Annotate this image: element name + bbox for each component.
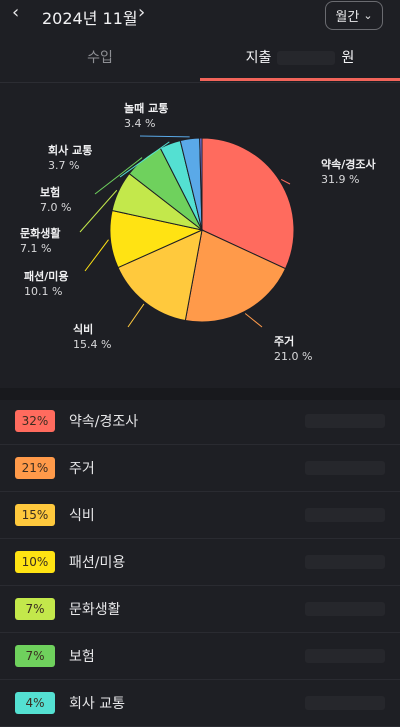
tab-bar: 수입 지출 원 — [0, 42, 400, 83]
percent-badge: 21% — [15, 457, 55, 479]
leader-line — [79, 189, 118, 233]
percent-badge: 15% — [15, 504, 55, 526]
slice-label: 보험 — [40, 185, 60, 199]
masked-amount — [305, 602, 385, 616]
currency-unit: 원 — [341, 50, 355, 66]
pie-chart: 약속/경조사 31.9 % 주거 21.0 % 식비 15.4 % 패션/미용 10.1 % 문… — [0, 84, 400, 384]
slice-percent: 21.0 % — [274, 350, 312, 363]
section-divider — [0, 388, 400, 400]
category-label: 식비 — [69, 508, 95, 524]
category-row[interactable]: 32% 약속/경조사 — [0, 398, 400, 445]
category-label: 주거 — [69, 461, 95, 477]
slice-label: 주거 — [274, 334, 294, 348]
tab-expense-label: 지출 — [245, 50, 272, 66]
slice-label: 약속/경조사 — [321, 157, 376, 171]
pie-slice[interactable] — [184, 229, 287, 323]
leader-line — [244, 313, 263, 328]
leader-line — [280, 178, 291, 185]
pie-slice[interactable] — [117, 229, 203, 322]
masked-amount — [277, 51, 336, 65]
percent-badge: 7% — [15, 645, 55, 667]
period-select[interactable]: 월간 ⌄ — [325, 1, 383, 30]
category-row[interactable]: 4% 회사 교통 — [0, 680, 400, 727]
percent-badge: 4% — [15, 692, 55, 714]
category-label: 약속/경조사 — [69, 414, 139, 430]
tab-income-label: 수입 — [87, 50, 113, 66]
category-label: 문화생활 — [69, 602, 121, 618]
masked-amount — [305, 414, 385, 428]
category-row[interactable]: 10% 패션/미용 — [0, 539, 400, 586]
tab-expense[interactable]: 지출 원 — [200, 42, 400, 81]
masked-amount — [305, 696, 385, 710]
leader-line — [127, 303, 145, 328]
leader-line — [94, 157, 143, 195]
percent-badge: 10% — [15, 551, 55, 573]
slice-label: 패션/미용 — [24, 269, 69, 283]
slice-percent: 10.1 % — [24, 285, 62, 298]
slice-percent: 15.4 % — [73, 338, 111, 351]
category-label: 보험 — [69, 649, 95, 665]
percent-badge: 32% — [15, 410, 55, 432]
masked-amount — [305, 649, 385, 663]
pie-slice[interactable] — [201, 137, 295, 270]
header-bar: ‹ 2024년 11월 › 월간 ⌄ — [0, 0, 400, 32]
category-label: 회사 교통 — [69, 696, 125, 712]
slice-label: 식비 — [73, 322, 93, 336]
pie-chart-svg: 약속/경조사 31.9 % 주거 21.0 % 식비 15.4 % 패션/미용 10.1 % 문… — [20, 101, 376, 363]
slice-percent: 3.4 % — [124, 117, 155, 130]
category-list: 32% 약속/경조사 21% 주거 15% 식비 10% 패션/미용 7% 문화생활 7% 보험 4% 회… — [0, 398, 400, 727]
pie-slice[interactable] — [199, 137, 203, 231]
leader-line — [139, 135, 190, 138]
slice-label: 문화생활 — [20, 226, 60, 240]
category-row[interactable]: 7% 문화생활 — [0, 586, 400, 633]
slice-percent: 31.9 % — [321, 173, 359, 186]
category-row[interactable]: 21% 주거 — [0, 445, 400, 492]
tab-income[interactable]: 수입 — [0, 42, 200, 81]
slice-percent: 7.0 % — [40, 201, 71, 214]
category-row[interactable]: 7% 보험 — [0, 633, 400, 680]
slice-percent: 3.7 % — [48, 159, 79, 172]
month-label[interactable]: 2024년 11월 — [42, 9, 138, 28]
chevron-right-icon[interactable]: › — [138, 2, 146, 23]
category-row[interactable]: 15% 식비 — [0, 492, 400, 539]
slice-percent: 7.1 % — [20, 242, 51, 255]
masked-amount — [305, 461, 385, 475]
percent-badge: 7% — [15, 598, 55, 620]
slice-label: 놀때 교통 — [124, 101, 168, 115]
category-label: 패션/미용 — [69, 555, 126, 571]
period-label: 월간 — [335, 10, 360, 25]
chevron-down-icon: ⌄ — [363, 9, 373, 22]
masked-amount — [305, 555, 385, 569]
masked-amount — [305, 508, 385, 522]
slice-label: 회사 교통 — [48, 143, 92, 157]
leader-line — [84, 239, 109, 272]
leader-line — [119, 141, 170, 178]
chevron-left-icon[interactable]: ‹ — [12, 2, 20, 23]
